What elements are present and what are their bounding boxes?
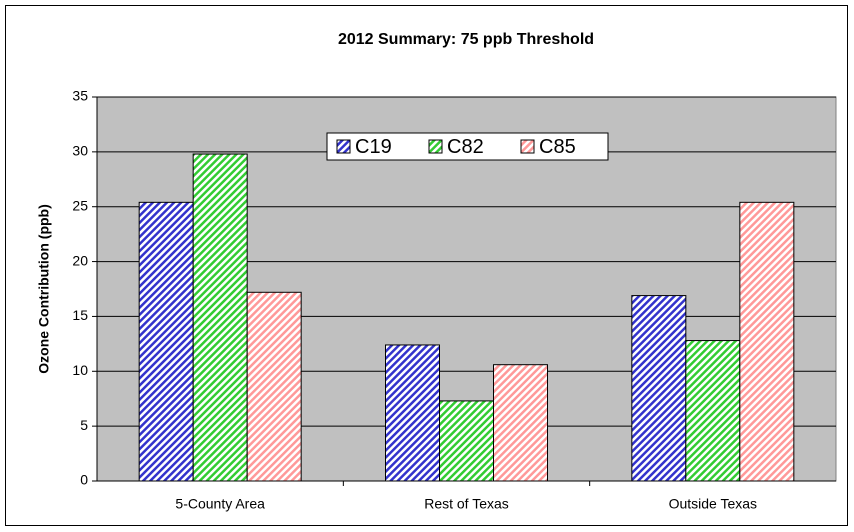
bar (685, 340, 741, 482)
legend-box (326, 132, 609, 161)
y-tick-label: 15 (72, 307, 88, 323)
legend-label: C19 (355, 136, 392, 158)
y-tick-label: 10 (72, 362, 88, 378)
legend-swatch (428, 139, 443, 154)
bar (138, 201, 194, 482)
x-tick-label: 5-County Area (175, 496, 265, 512)
bar (246, 291, 302, 482)
chart-title: 2012 Summary: 75 ppb Threshold (338, 31, 594, 48)
bar (739, 201, 795, 482)
y-tick-label: 35 (72, 88, 88, 104)
y-axis-label: Ozone Contribution (ppb) (36, 204, 52, 374)
legend-swatch (336, 139, 351, 154)
y-tick-label: 25 (72, 197, 88, 213)
y-tick-label: 30 (72, 143, 88, 159)
x-tick-label: Outside Texas (669, 496, 757, 512)
bar (439, 400, 494, 482)
y-tick-label: 5 (80, 417, 88, 433)
legend-label: C85 (539, 136, 576, 158)
bar (192, 153, 248, 482)
y-tick-label: 20 (72, 252, 88, 268)
bar (385, 344, 440, 482)
legend-swatch (520, 139, 535, 154)
bar (631, 295, 687, 482)
y-tick-label: 0 (80, 472, 88, 488)
bar (493, 364, 548, 482)
legend-label: C82 (447, 136, 484, 158)
x-tick-label: Rest of Texas (424, 496, 509, 512)
